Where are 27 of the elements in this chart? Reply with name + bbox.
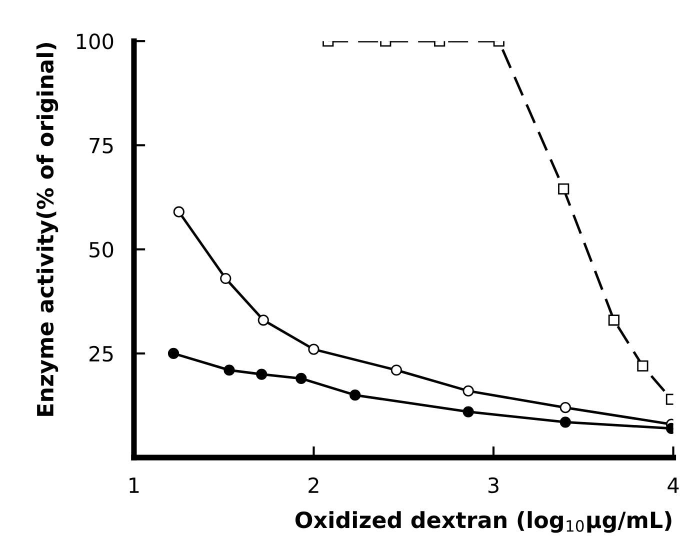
point [558,183,570,195]
point [350,390,361,401]
point [258,314,269,326]
x-tick-label: 1 [130,478,139,493]
point [462,406,474,418]
point [256,368,268,380]
x-tick-label: 4 [668,478,679,493]
point [637,360,648,372]
point [308,344,320,355]
y-axis-title: Enzyme activity(% of original) [36,43,58,416]
point [224,364,235,376]
y-tick-label: 50 [90,242,114,258]
y-tick-label: 25 [90,346,113,362]
point [296,372,307,384]
y-tick-label: 100 [77,34,114,50]
x-tick-label: 3 [488,477,498,494]
point [168,348,180,360]
y-tick-label: 75 [90,138,113,154]
x-axis-title: Oxidized dextran (log$_{10}$μg/mL) [295,511,672,533]
point [390,364,402,376]
x-tick-label: 2 [308,477,318,493]
point [220,272,232,284]
point [173,206,184,218]
point [462,385,474,396]
point [608,314,620,326]
point [560,402,571,414]
point [560,416,571,428]
